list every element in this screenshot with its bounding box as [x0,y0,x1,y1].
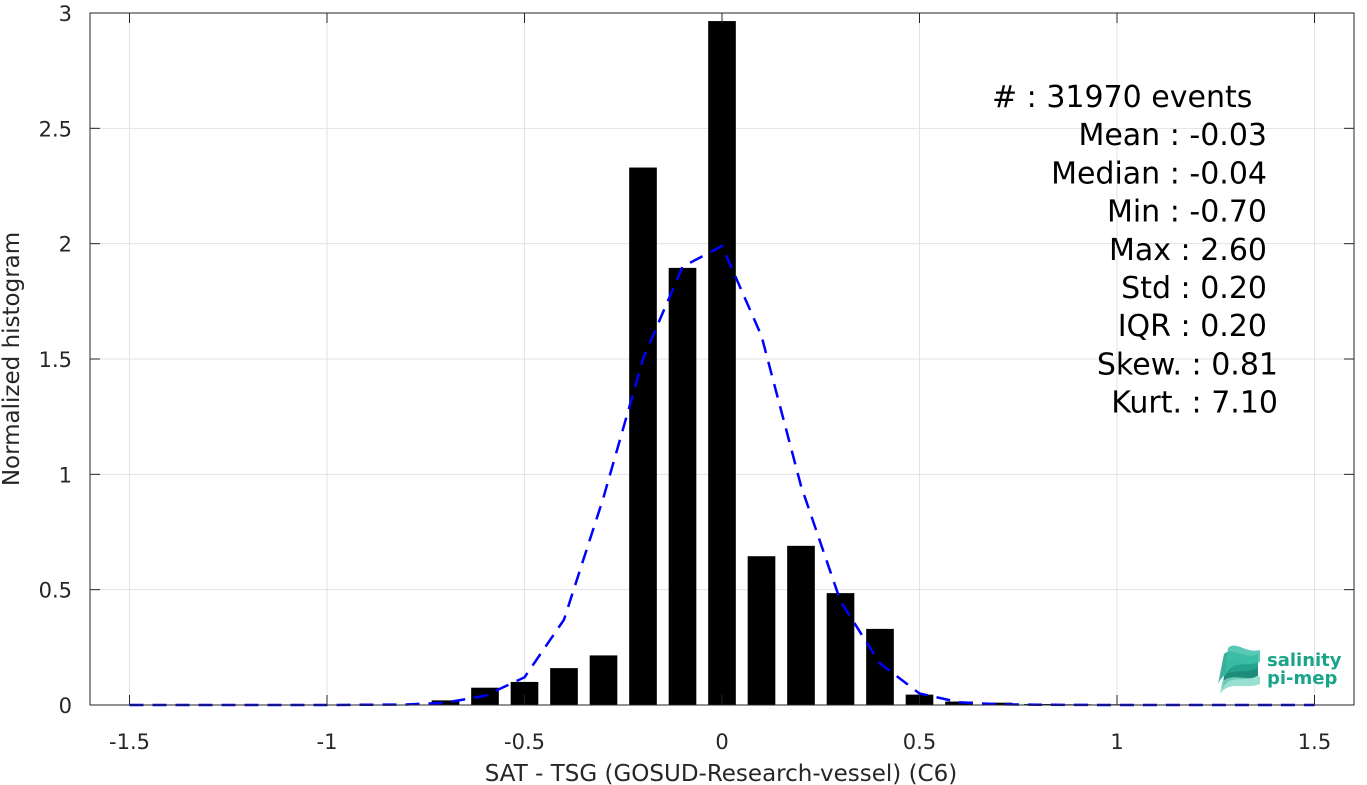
logo-text-salinity: salinity [1267,650,1342,671]
histogram-bar [708,21,736,705]
stats-line: Min : -0.70 [1107,195,1267,230]
x-tick-label: -0.5 [504,730,545,754]
stats-line: Median : -0.04 [1051,156,1267,191]
histogram-bar [431,700,460,705]
stats-line: Max : 2.60 [1109,233,1267,268]
stats-line: # : 31970 events [992,80,1252,115]
stats-line: Mean : -0.03 [1078,118,1267,153]
stats-line: IQR : 0.20 [1118,309,1267,344]
axes-frame [89,12,1355,706]
y-tick-label: 2.5 [39,117,72,141]
histogram-bar [629,167,657,706]
histogram-bar [550,668,578,705]
histogram-bar [747,556,776,705]
histogram-bar [589,655,618,705]
stats-line: Std : 0.20 [1121,271,1267,306]
x-tick-label: 0 [715,730,728,754]
bars [431,21,1329,706]
histogram-bar [510,681,539,705]
y-tick-label: 1.5 [39,348,72,372]
salinity-pi-mep-logo: salinity pi-mep [1218,645,1342,694]
x-tick-label: -1.5 [109,730,150,754]
x-tick-label: 1 [1110,730,1123,754]
x-tick-labels: -1.5 -1 -0.5 0 0.5 1 1.5 [109,730,1331,754]
y-tick-label: 0.5 [39,579,72,603]
histogram-bar [866,628,894,705]
fit-curve-line [129,244,1315,707]
x-tick-label: 1.5 [1298,730,1331,754]
wave-logo-icon [1218,645,1260,694]
y-axis-label: Normalized histogram [0,232,25,486]
stats-line: Skew. : 0.81 [1097,347,1278,382]
x-tick-label: -1 [317,730,338,754]
histogram-bar [826,593,855,705]
x-axis-label: SAT - TSG (GOSUD-Research-vessel) (C6) [485,761,957,785]
logo-text-pi-mep: pi-mep [1267,668,1337,689]
histogram-bar [787,545,815,705]
histogram-bar [984,702,1013,705]
y-tick-label: 1 [59,463,72,487]
x-tick-label: 0.5 [903,730,936,754]
y-tick-labels: 0 0.5 1 1.5 2 2.5 3 [39,2,72,718]
y-tick-label: 0 [59,694,72,718]
y-tick-label: 3 [59,2,72,26]
stats-line: Kurt. : 7.10 [1111,386,1278,421]
histogram-bar [668,267,697,705]
y-tick-label: 2 [59,233,72,257]
fit-curve [129,244,1315,707]
